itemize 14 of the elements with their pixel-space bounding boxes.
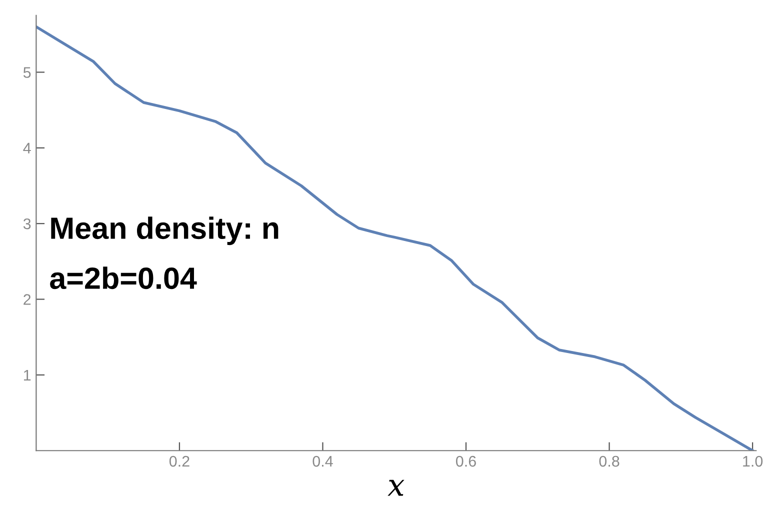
x-tick-label: 0.2 [169,456,190,467]
x-tick-label: 1.0 [743,456,763,467]
annotation: a=2b=0.04 [50,266,197,290]
x-tick-label: 0.8 [599,456,620,467]
y-tick-label: 4 [23,142,31,154]
annotation: Mean density: n [51,216,278,246]
y-tick-label: 3 [23,218,31,230]
y-tick-label: 2 [24,294,31,305]
x-axis-title: x [388,480,404,496]
y-tick-label: 5 [23,67,31,78]
x-tick-label: 0.6 [456,456,476,467]
line-series [36,25,754,451]
y-tick-label: 1 [24,370,31,380]
x-tick-label: 0.4 [312,456,333,467]
